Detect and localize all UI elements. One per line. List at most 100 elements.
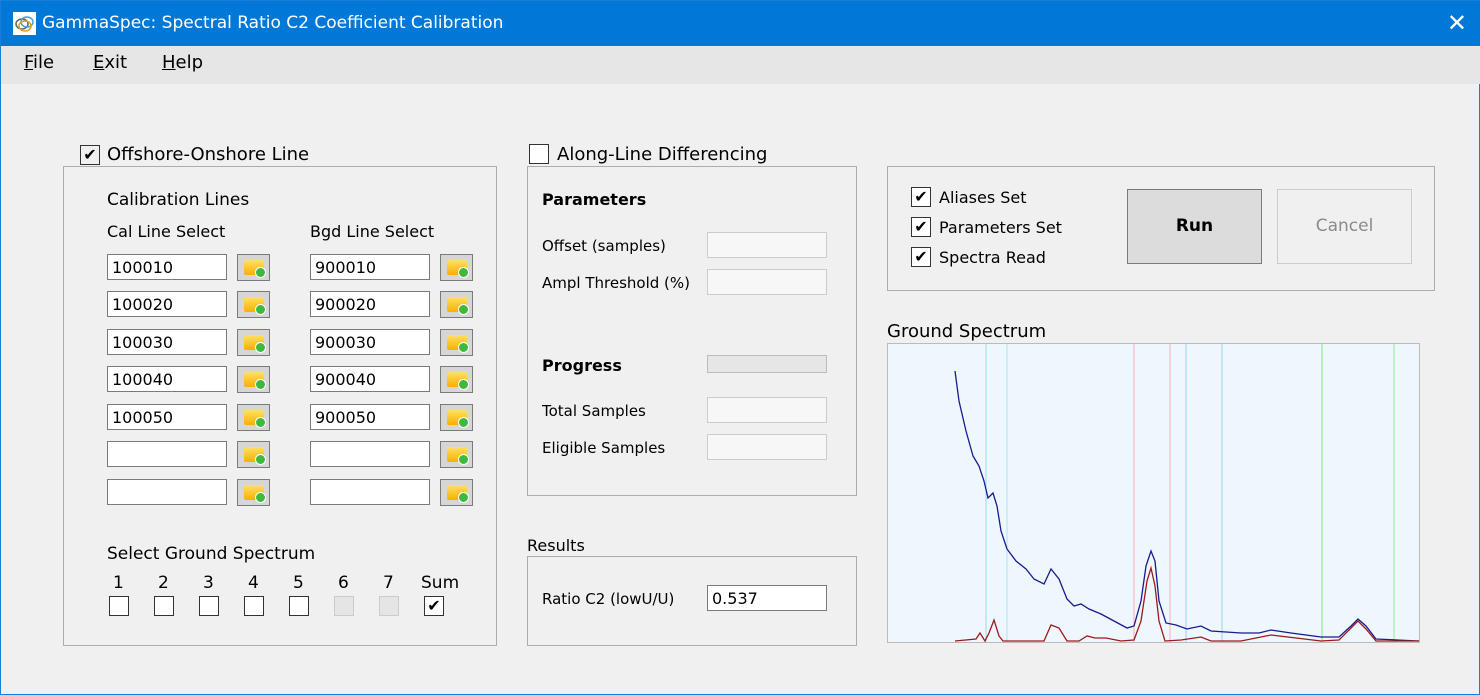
- bgd-line-field[interactable]: [310, 479, 430, 505]
- add-icon: [458, 454, 469, 465]
- total-samples-label: Total Samples: [542, 402, 646, 420]
- run-button[interactable]: Run: [1127, 189, 1262, 264]
- parameters-heading: Parameters: [542, 190, 647, 209]
- bgd-line-field[interactable]: 900050: [310, 404, 430, 430]
- cancel-button[interactable]: Cancel: [1277, 189, 1412, 264]
- ground-spectrum-label: 2: [158, 573, 169, 593]
- ground-spectrum-chart: [887, 343, 1420, 643]
- add-icon: [458, 267, 469, 278]
- along-line-checkbox[interactable]: [529, 144, 549, 164]
- plot-area: [887, 343, 1420, 643]
- cal-line-browse-button[interactable]: [237, 366, 270, 393]
- status-checkbox[interactable]: ✔: [911, 247, 931, 267]
- ground-spectrum-checkbox[interactable]: [199, 596, 219, 616]
- ratio-c2-field[interactable]: 0.537: [707, 585, 827, 611]
- add-icon: [255, 304, 266, 315]
- close-icon[interactable]: ✕: [1446, 9, 1467, 37]
- add-icon: [458, 304, 469, 315]
- ampl-threshold-field[interactable]: [707, 269, 827, 295]
- bgd-line-browse-button[interactable]: [440, 404, 473, 431]
- ground-spectrum-title: Ground Spectrum: [887, 321, 1047, 342]
- calibration-lines-heading: Calibration Lines: [107, 190, 250, 210]
- cal-line-field[interactable]: 100030: [107, 329, 227, 355]
- add-icon: [255, 379, 266, 390]
- add-icon: [458, 379, 469, 390]
- cal-line-field[interactable]: 100020: [107, 291, 227, 317]
- add-icon: [255, 492, 266, 503]
- bgd-line-field[interactable]: 900010: [310, 254, 430, 280]
- ground-spectrum-checkbox[interactable]: ✔: [424, 596, 444, 616]
- cal-line-browse-button[interactable]: [237, 441, 270, 468]
- ground-spectrum-label: 5: [293, 573, 304, 593]
- cal-line-browse-button[interactable]: [237, 329, 270, 356]
- cal-line-field[interactable]: 100010: [107, 254, 227, 280]
- offset-label: Offset (samples): [542, 237, 666, 255]
- select-ground-heading: Select Ground Spectrum: [107, 544, 316, 564]
- bgd-line-field[interactable]: 900020: [310, 291, 430, 317]
- add-icon: [458, 342, 469, 353]
- add-icon: [255, 267, 266, 278]
- menu-file[interactable]: File: [24, 52, 55, 73]
- cal-line-browse-button[interactable]: [237, 404, 270, 431]
- cal-line-field[interactable]: [107, 479, 227, 505]
- bgd-line-browse-button[interactable]: [440, 441, 473, 468]
- ground-spectrum-checkbox[interactable]: [334, 596, 354, 616]
- bgd-line-header: Bgd Line Select: [310, 222, 435, 241]
- ground-spectrum-label: 7: [383, 573, 394, 593]
- ground-spectrum-checkbox[interactable]: [289, 596, 309, 616]
- cal-line-field[interactable]: 100050: [107, 404, 227, 430]
- total-samples-field: [707, 397, 827, 423]
- title-bar: GammaSpec: Spectral Ratio C2 Coefficient…: [1, 1, 1480, 46]
- ground-spectrum-checkbox[interactable]: [154, 596, 174, 616]
- bgd-line-field[interactable]: 900040: [310, 366, 430, 392]
- background-spectrum-line: [954, 565, 1419, 643]
- window-title: GammaSpec: Spectral Ratio C2 Coefficient…: [42, 13, 504, 33]
- progress-label: Progress: [542, 356, 622, 375]
- bgd-line-field[interactable]: 900030: [310, 329, 430, 355]
- status-checkbox[interactable]: ✔: [911, 217, 931, 237]
- offshore-onshore-checkbox[interactable]: ✔: [80, 145, 100, 165]
- bgd-line-browse-button[interactable]: [440, 366, 473, 393]
- bgd-line-browse-button[interactable]: [440, 254, 473, 281]
- bgd-line-field[interactable]: [310, 441, 430, 467]
- status-checkbox[interactable]: ✔: [911, 187, 931, 207]
- ground-spectrum-label: 4: [248, 573, 259, 593]
- ground-spectrum-label: 6: [338, 573, 349, 593]
- ratio-c2-label: Ratio C2 (lowU/U): [542, 590, 675, 608]
- offshore-onshore-label: Offshore-Onshore Line: [107, 144, 312, 165]
- status-label: Spectra Read: [939, 248, 1046, 267]
- status-label: Parameters Set: [939, 218, 1062, 237]
- cal-line-browse-button[interactable]: [237, 479, 270, 506]
- offset-field[interactable]: [707, 232, 827, 258]
- menu-help[interactable]: Help: [162, 52, 204, 73]
- ground-spectrum-label: Sum: [421, 573, 460, 593]
- ground-spectrum-checkbox[interactable]: [109, 596, 129, 616]
- status-label: Aliases Set: [939, 188, 1027, 207]
- add-icon: [458, 492, 469, 503]
- menu-exit[interactable]: Exit: [93, 52, 128, 73]
- eligible-samples-field: [707, 434, 827, 460]
- bgd-line-browse-button[interactable]: [440, 479, 473, 506]
- cal-line-field[interactable]: 100040: [107, 366, 227, 392]
- add-icon: [458, 417, 469, 428]
- ground-spectrum-line: [954, 370, 1420, 642]
- cal-line-browse-button[interactable]: [237, 254, 270, 281]
- bgd-line-browse-button[interactable]: [440, 291, 473, 318]
- cal-line-browse-button[interactable]: [237, 291, 270, 318]
- eligible-samples-label: Eligible Samples: [542, 439, 666, 457]
- cal-line-field[interactable]: [107, 441, 227, 467]
- along-line-label: Along-Line Differencing: [557, 144, 768, 165]
- bgd-line-browse-button[interactable]: [440, 329, 473, 356]
- add-icon: [255, 454, 266, 465]
- results-heading: Results: [527, 536, 585, 555]
- menu-bar: File Exit Help: [1, 46, 1480, 84]
- ground-spectrum-checkbox[interactable]: [244, 596, 264, 616]
- rings-logo-icon: [13, 12, 36, 35]
- cal-line-header: Cal Line Select: [107, 222, 226, 241]
- ampl-threshold-label: Ampl Threshold (%): [542, 274, 690, 292]
- add-icon: [255, 417, 266, 428]
- ground-spectrum-label: 1: [113, 573, 124, 593]
- ground-spectrum-label: 3: [203, 573, 214, 593]
- ground-spectrum-checkbox[interactable]: [379, 596, 399, 616]
- add-icon: [255, 342, 266, 353]
